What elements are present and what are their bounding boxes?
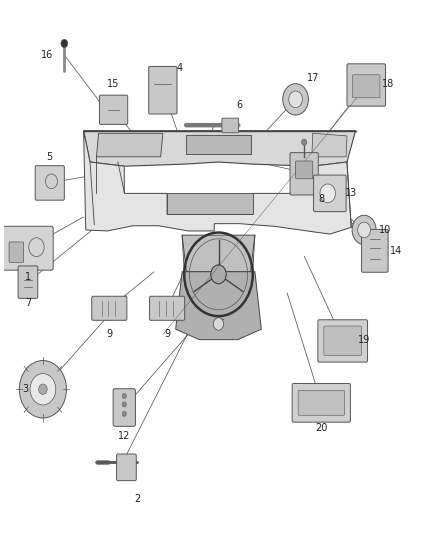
Text: 2: 2 (134, 494, 140, 504)
Circle shape (122, 411, 126, 416)
Text: 1: 1 (25, 272, 31, 282)
FancyBboxPatch shape (314, 175, 346, 212)
Text: 15: 15 (108, 79, 120, 88)
Text: 12: 12 (118, 431, 131, 441)
FancyBboxPatch shape (353, 75, 380, 98)
FancyBboxPatch shape (92, 296, 127, 320)
FancyBboxPatch shape (35, 166, 64, 200)
FancyBboxPatch shape (18, 266, 38, 298)
FancyBboxPatch shape (324, 326, 361, 356)
Text: 7: 7 (25, 298, 31, 308)
FancyBboxPatch shape (100, 95, 128, 124)
Circle shape (357, 222, 371, 238)
FancyBboxPatch shape (149, 296, 185, 320)
Circle shape (211, 265, 226, 284)
FancyBboxPatch shape (295, 161, 313, 179)
Circle shape (320, 184, 336, 203)
Polygon shape (312, 133, 347, 157)
Circle shape (122, 393, 126, 399)
Text: 8: 8 (318, 193, 324, 204)
Polygon shape (167, 193, 253, 214)
Circle shape (302, 139, 307, 146)
Text: 18: 18 (382, 79, 394, 88)
FancyBboxPatch shape (9, 242, 24, 262)
Text: 9: 9 (164, 329, 170, 340)
FancyBboxPatch shape (298, 390, 344, 415)
FancyBboxPatch shape (347, 64, 385, 106)
Polygon shape (97, 133, 163, 157)
Text: 14: 14 (390, 246, 402, 256)
Circle shape (61, 39, 68, 47)
FancyBboxPatch shape (117, 454, 136, 481)
Circle shape (283, 84, 309, 115)
Circle shape (122, 402, 126, 407)
Text: 4: 4 (177, 63, 183, 73)
Polygon shape (176, 272, 261, 340)
FancyBboxPatch shape (292, 384, 350, 422)
FancyBboxPatch shape (222, 118, 239, 133)
Circle shape (30, 374, 56, 405)
FancyBboxPatch shape (318, 320, 368, 362)
Text: 5: 5 (46, 152, 52, 162)
Text: 9: 9 (106, 329, 112, 340)
Text: 17: 17 (306, 74, 319, 84)
Polygon shape (83, 131, 356, 166)
Text: 19: 19 (358, 335, 370, 345)
Text: 16: 16 (41, 50, 53, 60)
Text: 20: 20 (315, 423, 327, 433)
Polygon shape (182, 235, 255, 272)
Circle shape (213, 318, 224, 330)
FancyBboxPatch shape (149, 67, 177, 114)
Circle shape (352, 215, 376, 245)
FancyBboxPatch shape (290, 152, 318, 195)
Text: 3: 3 (23, 384, 29, 394)
FancyBboxPatch shape (113, 389, 135, 426)
Circle shape (38, 384, 47, 394)
Text: 6: 6 (237, 100, 243, 110)
Circle shape (19, 360, 66, 418)
FancyBboxPatch shape (361, 229, 388, 272)
FancyBboxPatch shape (3, 227, 53, 270)
Polygon shape (83, 131, 351, 234)
Polygon shape (186, 135, 251, 154)
Text: 10: 10 (379, 225, 392, 235)
Text: 13: 13 (345, 188, 357, 198)
Circle shape (289, 91, 302, 108)
